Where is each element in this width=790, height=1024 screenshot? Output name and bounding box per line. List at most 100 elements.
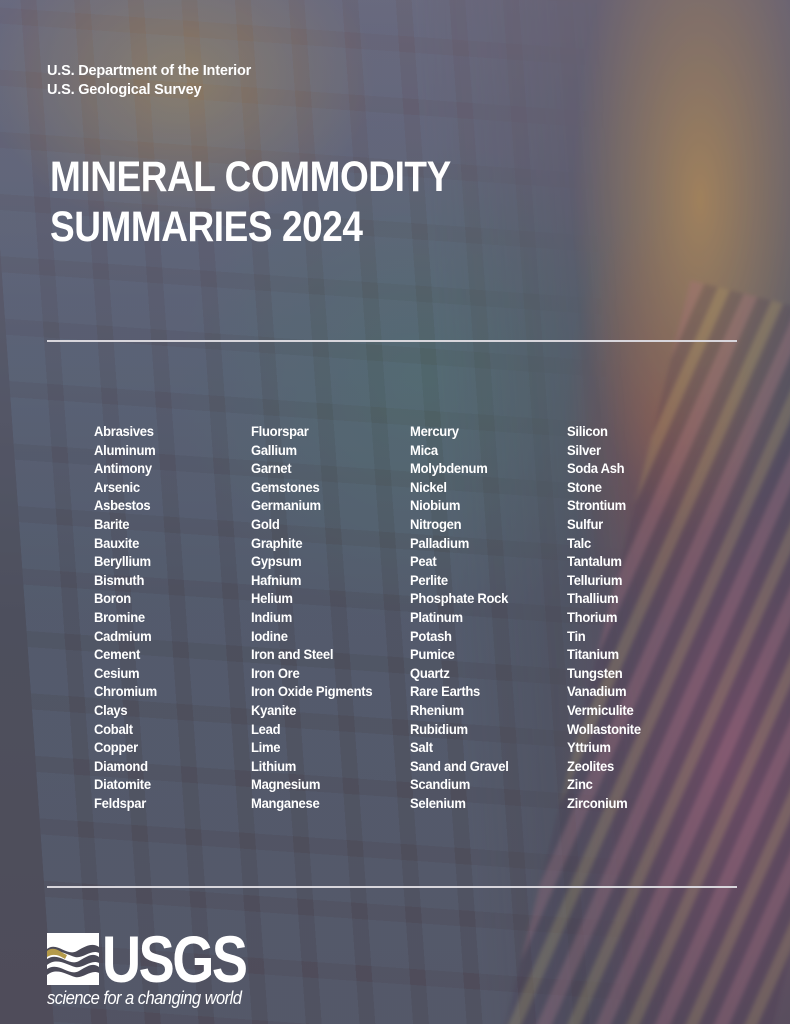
commodity-item: Abrasives bbox=[94, 423, 154, 439]
commodity-column-4: Silicon Silver Soda Ash Stone Strontium Sulfu… bbox=[567, 422, 646, 812]
commodity-item: Perlite bbox=[410, 571, 448, 588]
commodity-item: Molybdenum bbox=[410, 460, 488, 477]
commodity-item: Nitrogen bbox=[410, 515, 462, 532]
survey-name: U.S. Geological Survey bbox=[47, 82, 202, 98]
commodity-item: Feldspar bbox=[94, 794, 147, 811]
commodity-item: Strontium bbox=[567, 497, 626, 514]
usgs-wordmark: USGS bbox=[102, 922, 248, 996]
usgs-logo: USGS science for a changing world bbox=[47, 922, 267, 1013]
commodity-item: Lime bbox=[251, 739, 281, 756]
commodity-item: Silver bbox=[567, 441, 601, 458]
commodity-item: Zinc bbox=[567, 776, 593, 793]
commodity-item: Tellurium bbox=[567, 571, 623, 588]
commodity-item: Boron bbox=[94, 590, 131, 607]
commodity-item: Wollastonite bbox=[567, 720, 641, 737]
commodity-item: Antimony bbox=[94, 460, 152, 477]
commodity-item: Clays bbox=[94, 701, 128, 718]
commodity-item: Quartz bbox=[410, 664, 450, 681]
commodity-item: Lead bbox=[251, 720, 281, 737]
commodity-item: Hafnium bbox=[251, 571, 302, 588]
department-name: U.S. Department of the Interior bbox=[47, 63, 252, 79]
commodity-item: Kyanite bbox=[251, 701, 297, 718]
commodity-item: Selenium bbox=[410, 794, 466, 811]
commodity-column-2: Fluorspar Gallium Garnet Gemstones Germanium… bbox=[251, 422, 381, 812]
commodity-item: Gallium bbox=[251, 441, 297, 458]
commodity-item: Vermiculite bbox=[567, 701, 634, 718]
commodity-item: Silicon bbox=[567, 423, 608, 439]
commodity-item: Iron and Steel bbox=[251, 646, 334, 663]
commodity-item: Arsenic bbox=[94, 478, 140, 495]
commodity-item: Manganese bbox=[251, 794, 320, 811]
commodity-item: Cement bbox=[94, 646, 141, 663]
commodity-item: Garnet bbox=[251, 460, 292, 477]
commodity-item: Rare Earths bbox=[410, 683, 481, 700]
commodity-item: Fluorspar bbox=[251, 423, 309, 439]
commodity-item: Titanium bbox=[567, 646, 619, 663]
commodity-item: Salt bbox=[410, 739, 433, 756]
commodity-item: Tin bbox=[567, 627, 586, 644]
commodity-item: Peat bbox=[410, 553, 437, 570]
commodity-item: Vanadium bbox=[567, 683, 627, 700]
commodity-item: Tungsten bbox=[567, 664, 623, 681]
commodity-item: Lithium bbox=[251, 757, 297, 774]
commodity-item: Mica bbox=[410, 441, 438, 458]
commodity-item: Iron Oxide Pigments bbox=[251, 683, 373, 700]
commodity-item: Platinum bbox=[410, 608, 463, 625]
top-divider bbox=[47, 340, 737, 342]
page-title: MINERAL COMMODITY SUMMARIES 2024 bbox=[50, 152, 451, 252]
commodity-item: Indium bbox=[251, 608, 293, 625]
commodity-item: Scandium bbox=[410, 776, 470, 793]
commodity-item: Thallium bbox=[567, 590, 619, 607]
commodity-item: Soda Ash bbox=[567, 460, 625, 477]
commodity-item: Pumice bbox=[410, 646, 455, 663]
commodity-item: Asbestos bbox=[94, 497, 151, 514]
commodity-item: Rhenium bbox=[410, 701, 464, 718]
commodity-item: Niobium bbox=[410, 497, 461, 514]
title-line-2: SUMMARIES 2024 bbox=[50, 203, 363, 251]
commodity-item: Copper bbox=[94, 739, 138, 756]
commodity-item: Zirconium bbox=[567, 794, 628, 811]
commodity-item: Helium bbox=[251, 590, 293, 607]
commodity-item: Diamond bbox=[94, 757, 148, 774]
commodity-item: Sulfur bbox=[567, 515, 603, 532]
commodity-column-3: Mercury Mica Molybdenum Nickel Niobium Nitrog… bbox=[410, 422, 516, 812]
commodity-item: Magnesium bbox=[251, 776, 321, 793]
commodity-column-1: Abrasives Aluminum Antimony Arsenic Asbestos… bbox=[94, 422, 162, 812]
commodity-item: Gold bbox=[251, 515, 280, 532]
commodity-item: Nickel bbox=[410, 478, 447, 495]
commodity-item: Barite bbox=[94, 515, 130, 532]
commodity-item: Yttrium bbox=[567, 739, 611, 756]
commodity-item: Bismuth bbox=[94, 571, 145, 588]
commodity-item: Beryllium bbox=[94, 553, 151, 570]
commodity-item: Stone bbox=[567, 478, 602, 495]
commodity-item: Chromium bbox=[94, 683, 157, 700]
bottom-divider bbox=[47, 886, 737, 888]
commodity-item: Cadmium bbox=[94, 627, 152, 644]
commodity-item: Talc bbox=[567, 534, 591, 551]
commodity-item: Diatomite bbox=[94, 776, 151, 793]
usgs-wave-icon bbox=[47, 933, 99, 985]
commodity-item: Iron Ore bbox=[251, 664, 300, 681]
commodity-item: Cobalt bbox=[94, 720, 133, 737]
usgs-tagline: science for a changing world bbox=[47, 988, 242, 1008]
commodity-item: Bauxite bbox=[94, 534, 140, 551]
commodity-item: Palladium bbox=[410, 534, 469, 551]
commodity-item: Phosphate Rock bbox=[410, 590, 509, 607]
commodity-item: Iodine bbox=[251, 627, 288, 644]
commodity-item: Tantalum bbox=[567, 553, 622, 570]
commodity-item: Zeolites bbox=[567, 757, 614, 774]
commodity-item: Sand and Gravel bbox=[410, 757, 509, 774]
commodity-item: Aluminum bbox=[94, 441, 156, 458]
commodity-item: Thorium bbox=[567, 608, 618, 625]
commodity-item: Bromine bbox=[94, 608, 145, 625]
commodity-item: Cesium bbox=[94, 664, 140, 681]
agency-block: U.S. Department of the Interior U.S. Geo… bbox=[47, 62, 251, 100]
commodity-item: Gypsum bbox=[251, 553, 302, 570]
commodity-item: Graphite bbox=[251, 534, 303, 551]
commodity-item: Mercury bbox=[410, 423, 459, 439]
commodity-item: Rubidium bbox=[410, 720, 468, 737]
commodity-item: Gemstones bbox=[251, 478, 320, 495]
title-line-1: MINERAL COMMODITY bbox=[50, 153, 451, 201]
